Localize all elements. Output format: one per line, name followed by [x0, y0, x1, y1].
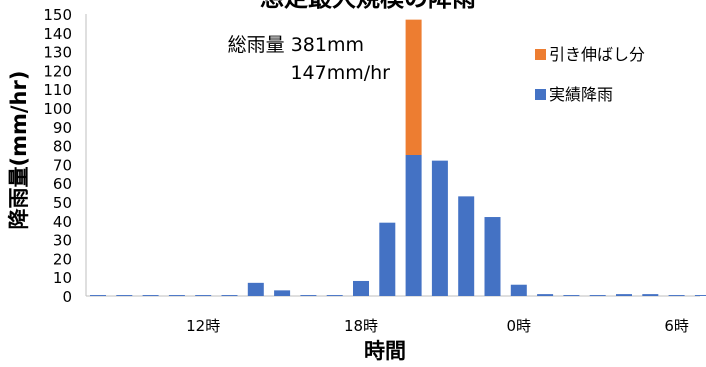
bar-observed-8 — [116, 295, 133, 296]
y-tick-label: 10 — [53, 269, 72, 287]
x-tick-label: 18時 — [344, 317, 378, 335]
chart-title: 想定最大規模の降雨 — [260, 0, 476, 12]
bar-observed-0 — [537, 294, 554, 296]
y-tick-label: 100 — [43, 100, 72, 118]
bar-observed-23 — [510, 284, 527, 296]
y-tick-label: 0 — [62, 288, 72, 306]
bars-group — [90, 19, 706, 296]
legend-swatch — [535, 49, 546, 60]
legend-swatch — [535, 89, 546, 100]
y-tick-label: 60 — [53, 175, 72, 193]
bar-observed-22 — [484, 217, 501, 296]
x-axis-label: 時間 — [364, 339, 406, 363]
bar-observed-1 — [563, 295, 580, 296]
bar-observed-18 — [379, 222, 396, 296]
bar-observed-13 — [247, 282, 264, 296]
legend-label: 引き伸ばし分 — [549, 45, 645, 64]
y-tick-label: 70 — [53, 156, 72, 174]
x-tick-label: 12時 — [186, 317, 220, 335]
bar-observed-6 — [694, 295, 706, 296]
bar-observed-20 — [431, 160, 448, 296]
bar-observed-11 — [195, 295, 212, 296]
y-tick-label: 30 — [53, 232, 72, 250]
y-tick-label: 150 — [43, 6, 72, 24]
y-tick-label: 130 — [43, 44, 72, 62]
y-axis-label: 降雨量(mm/hr) — [7, 71, 31, 230]
bar-observed-19 — [405, 155, 422, 296]
total-rainfall-annotation: 総雨量 381mm — [228, 34, 364, 56]
x-axis-ticks: 12時 18時 0時 6時 — [186, 317, 689, 335]
bar-stretch-19 — [405, 19, 422, 155]
legend-label: 実績降雨 — [549, 85, 613, 104]
bar-observed-12 — [221, 295, 238, 296]
x-tick-label: 6時 — [664, 317, 689, 335]
bar-observed-9 — [142, 295, 159, 296]
y-tick-label: 40 — [53, 213, 72, 231]
y-tick-label: 140 — [43, 25, 72, 43]
y-tick-label: 110 — [43, 81, 72, 99]
x-tick-label: 0時 — [507, 317, 532, 335]
bar-observed-21 — [458, 196, 475, 296]
bar-observed-4 — [642, 294, 659, 296]
y-tick-label: 20 — [53, 250, 72, 268]
y-tick-label: 90 — [53, 119, 72, 137]
bar-observed-16 — [326, 295, 343, 296]
y-tick-label: 80 — [53, 138, 72, 156]
bar-observed-10 — [168, 295, 185, 296]
bar-observed-5 — [668, 295, 685, 296]
bar-observed-2 — [589, 295, 606, 296]
bar-observed-7 — [90, 295, 106, 296]
bar-observed-15 — [300, 295, 317, 296]
y-tick-label: 50 — [53, 194, 72, 212]
bar-observed-17 — [353, 280, 369, 296]
bar-observed-14 — [274, 290, 291, 296]
y-tick-label: 120 — [43, 62, 72, 80]
bar-observed-3 — [616, 294, 632, 296]
peak-rainfall-annotation: 147mm/hr — [290, 62, 390, 84]
